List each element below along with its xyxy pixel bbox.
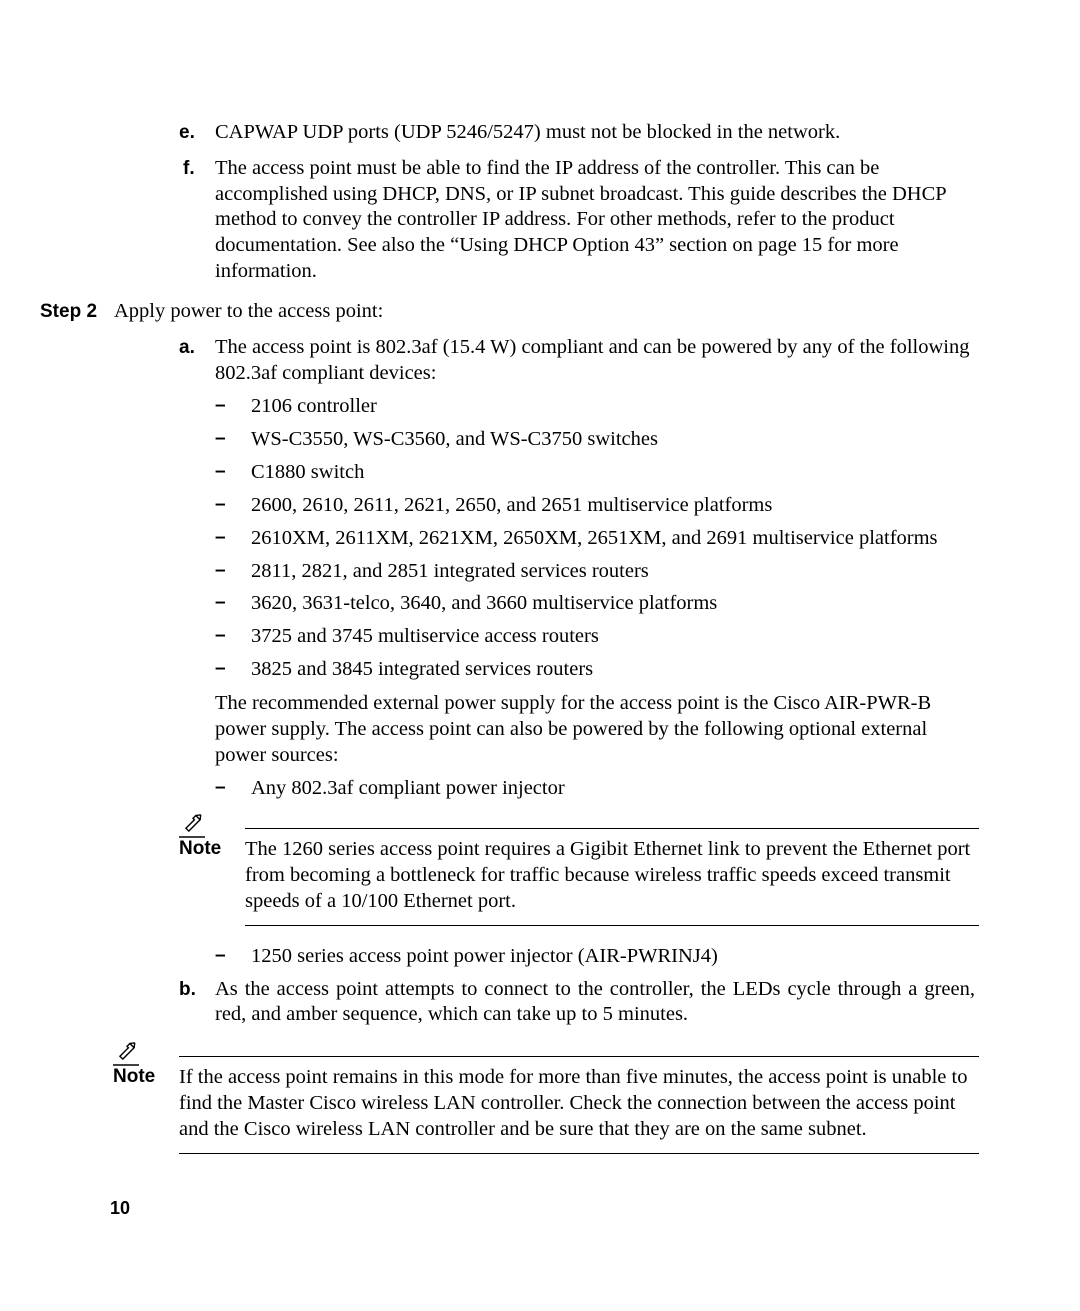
- note-label: Note: [179, 838, 221, 860]
- dash-marker: –: [215, 657, 226, 681]
- dash-text: 2600, 2610, 2611, 2621, 2650, and 2651 m…: [251, 494, 772, 516]
- step-2-label: Step 2: [40, 301, 97, 323]
- note-block-2: Note If the access point remains in this…: [113, 1056, 979, 1153]
- dash-marker: –: [215, 460, 226, 484]
- note-rule-bottom: [245, 925, 979, 926]
- list-text-b: As the access point attempts to connect …: [215, 977, 975, 1029]
- dash-item: – 3620, 3631-telco, 3640, and 3660 multis…: [215, 591, 975, 617]
- list-item-b: b. As the access point attempts to conne…: [141, 977, 975, 1029]
- dash-item: – 2600, 2610, 2611, 2621, 2650, and 2651 …: [215, 493, 975, 519]
- dash-item: – WS-C3550, WS-C3560, and WS-C3750 switch…: [215, 427, 975, 453]
- dash-item: – 3725 and 3745 multiservice access route…: [215, 624, 975, 650]
- list-marker-e: e.: [179, 122, 195, 144]
- dash-text: 2106 controller: [251, 395, 377, 417]
- dash-list-3: – 1250 series access point power injector…: [215, 944, 975, 970]
- list-item-f: f. The access point must be able to find…: [141, 156, 975, 285]
- dash-item: – Any 802.3af compliant power injector: [215, 776, 975, 802]
- dash-list-2: – Any 802.3af compliant power injector: [215, 776, 975, 802]
- note-label: Note: [113, 1066, 155, 1088]
- dash-marker: –: [215, 944, 226, 968]
- dash-marker: –: [215, 493, 226, 517]
- dash-item: – 1250 series access point power injector…: [215, 944, 975, 970]
- dash-text: Any 802.3af compliant power injector: [251, 777, 565, 799]
- dash-marker: –: [215, 427, 226, 451]
- step-2-text: Apply power to the access point:: [114, 299, 975, 325]
- dash-text: 1250 series access point power injector …: [251, 945, 718, 967]
- dash-marker: –: [215, 776, 226, 800]
- list-text-a-after: The recommended external power supply fo…: [215, 691, 975, 768]
- list-marker-b: b.: [179, 979, 196, 1001]
- dash-text: C1880 switch: [251, 461, 364, 483]
- list-item-e: e. CAPWAP UDP ports (UDP 5246/5247) must…: [141, 120, 975, 146]
- page-number: 10: [110, 1198, 130, 1219]
- dash-marker: –: [215, 526, 226, 550]
- page-content: e. CAPWAP UDP ports (UDP 5246/5247) must…: [105, 120, 975, 1154]
- dash-text: 3620, 3631-telco, 3640, and 3660 multise…: [251, 592, 717, 614]
- dash-list-1: – 2106 controller – WS-C3550, WS-C3560, an…: [215, 394, 975, 682]
- dash-item: – 2610XM, 2611XM, 2621XM, 2650XM, 2651XM,…: [215, 526, 975, 552]
- list-text-a-intro: The access point is 802.3af (15.4 W) com…: [215, 335, 975, 387]
- dash-marker: –: [215, 394, 226, 418]
- dash-text: 2610XM, 2611XM, 2621XM, 2650XM, 2651XM, …: [251, 527, 938, 549]
- dash-text: 3725 and 3745 multiservice access router…: [251, 625, 599, 647]
- dash-text: WS-C3550, WS-C3560, and WS-C3750 switche…: [251, 428, 658, 450]
- list-text-e: CAPWAP UDP ports (UDP 5246/5247) must no…: [215, 120, 975, 146]
- note-text-2: If the access point remains in this mode…: [179, 1057, 979, 1142]
- note-rule-bottom: [179, 1153, 979, 1154]
- note-text-1: The 1260 series access point requires a …: [245, 829, 979, 914]
- list-marker-a: a.: [179, 337, 195, 359]
- step-2-row: Step 2 Apply power to the access point:: [40, 299, 975, 325]
- dash-marker: –: [215, 591, 226, 615]
- dash-text: 2811, 2821, and 2851 integrated services…: [251, 560, 649, 582]
- dash-marker: –: [215, 559, 226, 583]
- dash-item: – 2106 controller: [215, 394, 975, 420]
- dash-item: – 3825 and 3845 integrated services route…: [215, 657, 975, 683]
- dash-item: – 2811, 2821, and 2851 integrated service…: [215, 559, 975, 585]
- dash-marker: –: [215, 624, 226, 648]
- dash-item: – C1880 switch: [215, 460, 975, 486]
- list-marker-f: f.: [183, 158, 195, 180]
- list-item-a: a. The access point is 802.3af (15.4 W) …: [141, 335, 975, 802]
- dash-text: 3825 and 3845 integrated services router…: [251, 658, 593, 680]
- list-text-f: The access point must be able to find th…: [215, 156, 975, 285]
- note-block-1: Note The 1260 series access point requir…: [179, 828, 979, 925]
